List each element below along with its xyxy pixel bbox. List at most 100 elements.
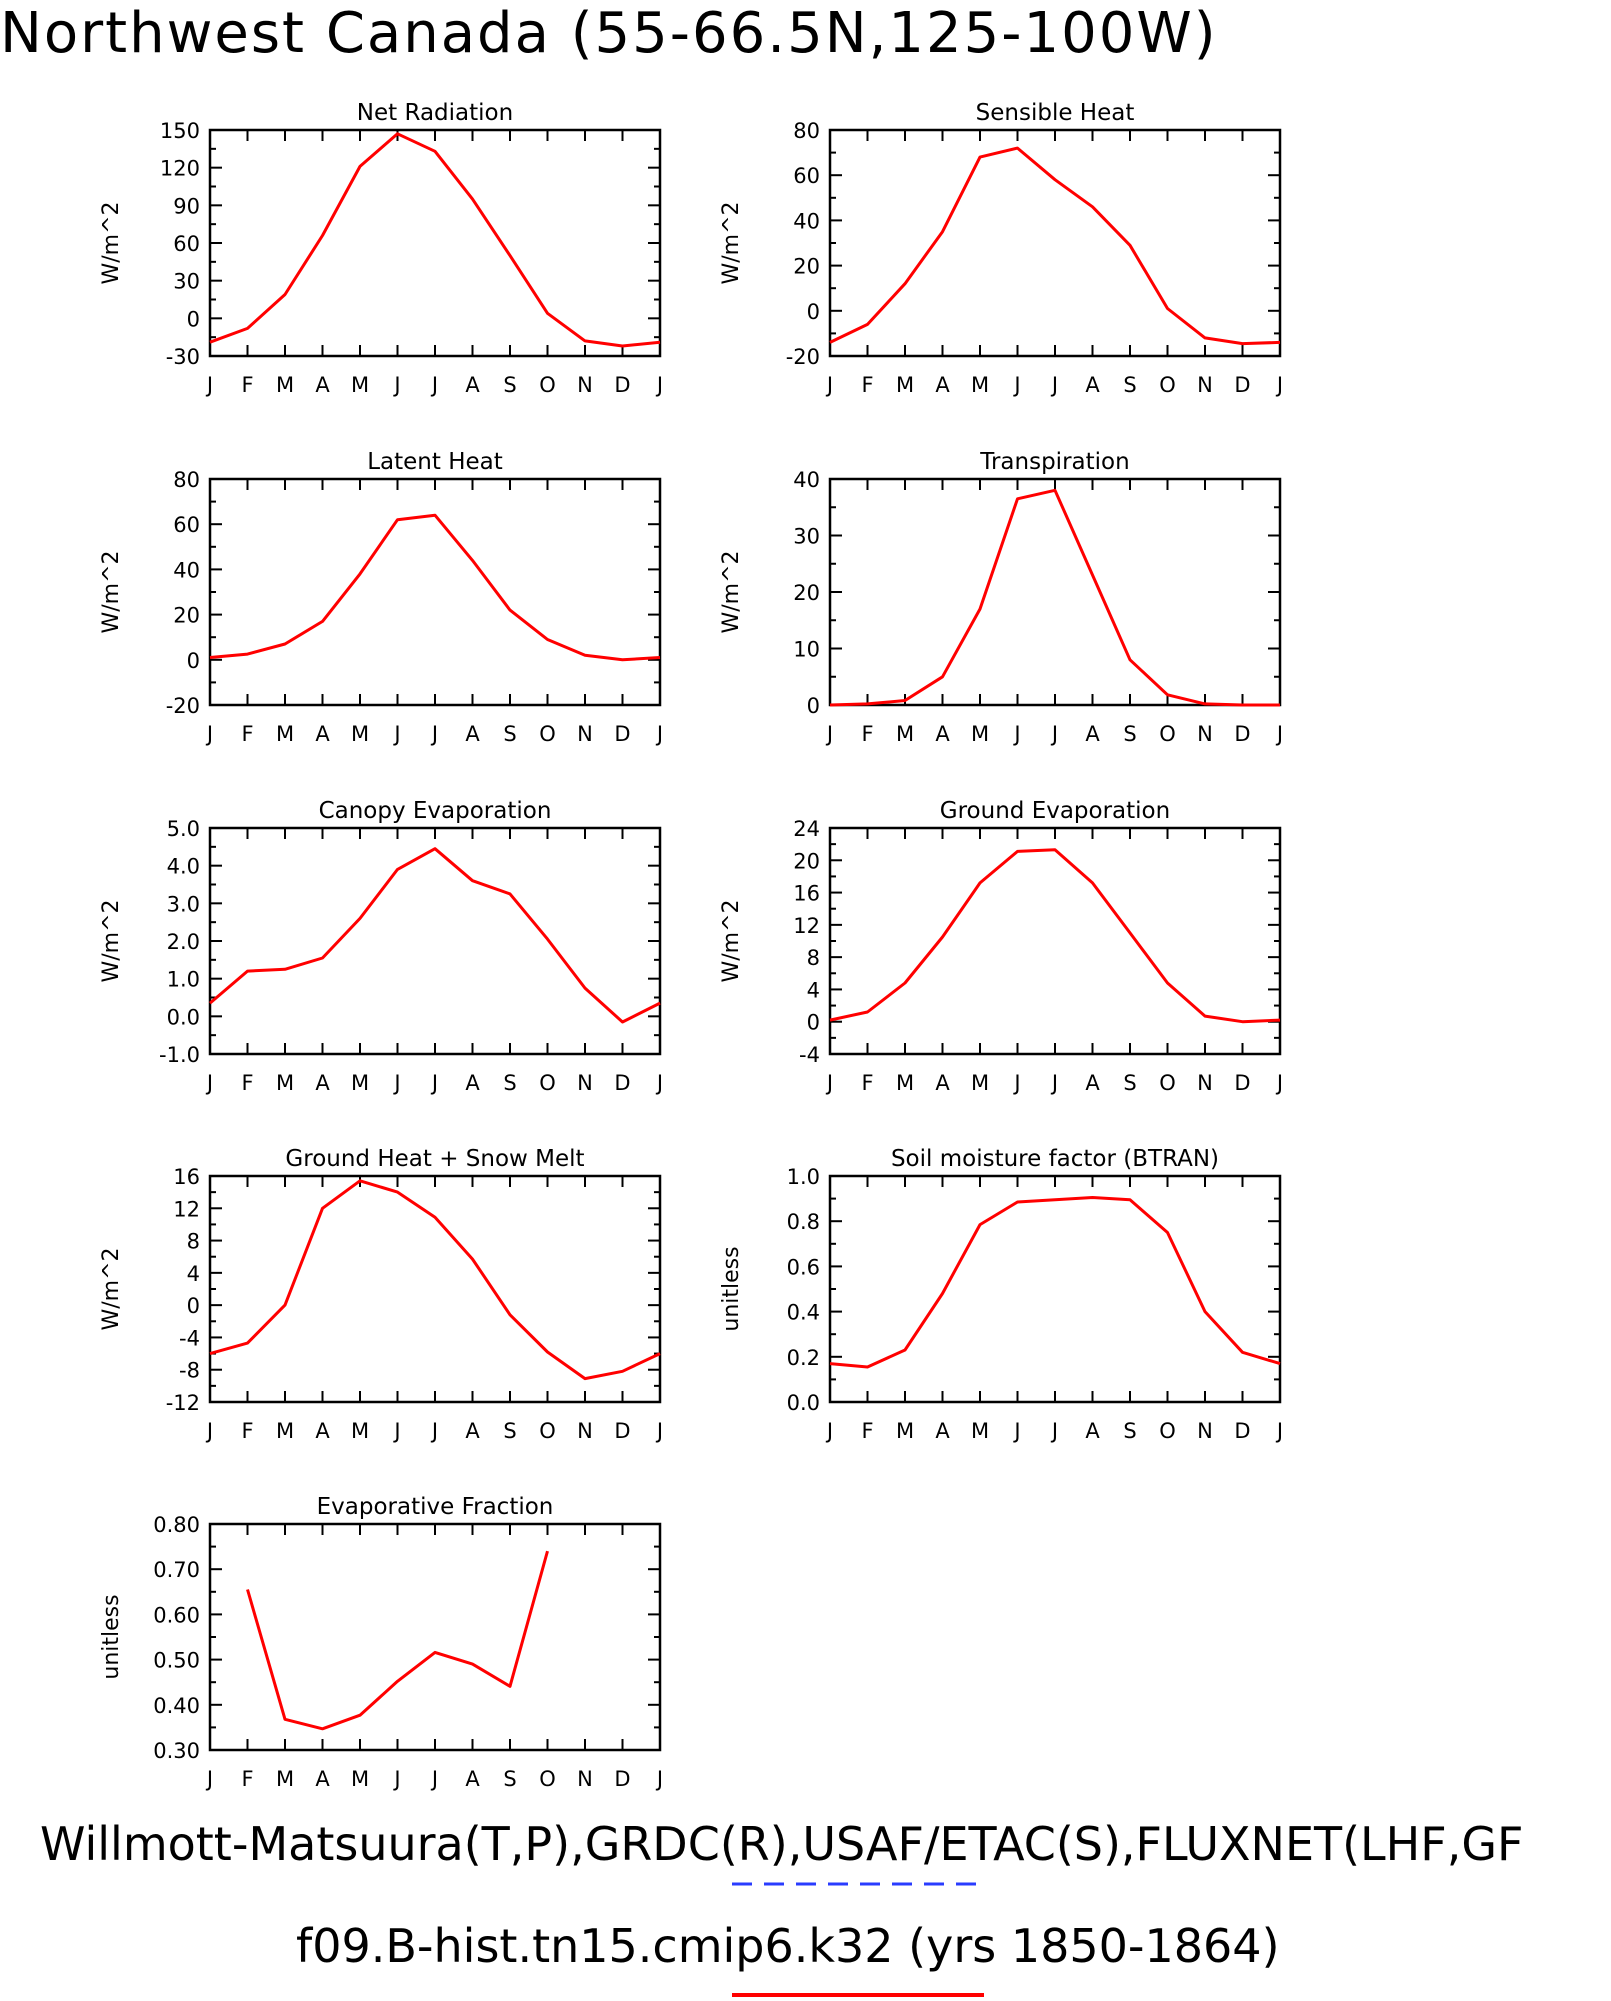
y-tick-label: -4: [799, 1043, 820, 1067]
y-tick-label: -30: [166, 345, 200, 369]
x-tick-label: O: [539, 1419, 556, 1443]
x-tick-label: S: [503, 1767, 516, 1791]
x-tick-label: S: [1123, 722, 1136, 746]
y-tick-label: 60: [173, 513, 200, 537]
x-tick-label: M: [351, 1071, 369, 1095]
series-line: [829, 488, 1280, 707]
y-tick-label: 0: [187, 649, 200, 673]
plot-frame: [208, 477, 662, 707]
x-tick-label: J: [205, 1767, 213, 1791]
x-tick-label: J: [655, 1767, 663, 1791]
x-tick-label: O: [1159, 722, 1176, 746]
y-tick-label: 4: [807, 978, 820, 1002]
x-tick-label: O: [1159, 1419, 1176, 1443]
y-tick-label: 150: [160, 119, 200, 143]
x-tick-label: J: [825, 722, 833, 746]
x-tick-label: J: [1012, 722, 1020, 746]
y-tick-label: 0: [187, 1294, 200, 1318]
y-tick-label: 60: [173, 232, 200, 256]
panel-title: Transpiration: [979, 449, 1129, 475]
x-tick-label: A: [315, 1419, 330, 1443]
x-tick-label: D: [614, 722, 630, 746]
y-tick-label: 16: [793, 882, 820, 906]
x-tick-label: A: [1085, 1419, 1100, 1443]
x-tick-label: J: [430, 373, 438, 397]
x-tick-label: S: [503, 1071, 516, 1095]
x-tick-label: N: [577, 722, 593, 746]
panel-title: Sensible Heat: [976, 100, 1135, 126]
series-line: [829, 848, 1281, 1024]
y-tick-label: 4.0: [167, 855, 200, 879]
x-tick-label: J: [825, 1419, 833, 1443]
y-tick-label: 0: [807, 1011, 820, 1035]
x-tick-label: F: [241, 722, 253, 746]
x-tick-label: J: [430, 1767, 438, 1791]
x-tick-label: J: [392, 1419, 400, 1443]
y-axis-label: unitless: [99, 1594, 124, 1679]
panel-title: Soil moisture factor (BTRAN): [891, 1146, 1219, 1172]
series-line: [209, 132, 661, 348]
x-tick-label: N: [1197, 373, 1213, 397]
x-tick-label: A: [315, 1071, 330, 1095]
y-tick-label: 40: [793, 209, 820, 233]
x-tick-label: S: [1123, 1419, 1136, 1443]
plot-frame: [208, 1522, 662, 1752]
x-tick-label: O: [1159, 373, 1176, 397]
plot-frame: [828, 477, 1282, 707]
x-tick-label: A: [935, 1071, 950, 1095]
x-tick-label: N: [577, 1071, 593, 1095]
x-tick-label: M: [896, 722, 914, 746]
y-tick-label: 0.70: [153, 1558, 200, 1582]
x-tick-label: A: [465, 1767, 480, 1791]
panel-title: Net Radiation: [357, 100, 513, 126]
y-tick-label: 30: [793, 525, 820, 549]
footer-line-2: f09.B-hist.tn15.cmip6.k32 (yrs 1850-1864…: [296, 1919, 1280, 1973]
x-tick-label: J: [205, 722, 213, 746]
y-tick-label: 0: [187, 307, 200, 331]
y-tick-label: 20: [793, 581, 820, 605]
x-tick-label: M: [971, 722, 989, 746]
y-axis-label: W/m^2: [719, 201, 744, 284]
y-tick-label: 0.0: [787, 1391, 820, 1415]
x-tick-label: J: [1275, 1419, 1283, 1443]
x-tick-label: S: [503, 1419, 516, 1443]
y-tick-label: 40: [793, 468, 820, 492]
x-tick-label: J: [655, 722, 663, 746]
x-tick-label: S: [503, 373, 516, 397]
panel-title: Canopy Evaporation: [319, 798, 552, 824]
x-tick-label: J: [205, 373, 213, 397]
x-tick-label: A: [315, 373, 330, 397]
y-tick-label: 80: [793, 119, 820, 143]
x-tick-label: M: [971, 1071, 989, 1095]
x-tick-label: N: [577, 373, 593, 397]
x-tick-label: M: [971, 1419, 989, 1443]
plot-frame: [828, 1174, 1282, 1404]
y-axis-label: W/m^2: [719, 899, 744, 982]
y-tick-label: 16: [173, 1165, 200, 1189]
y-tick-label: 0: [807, 300, 820, 324]
x-tick-label: F: [241, 1767, 253, 1791]
y-tick-label: 0.4: [787, 1301, 820, 1325]
y-axis-label: W/m^2: [99, 899, 124, 982]
y-tick-label: 1.0: [787, 1165, 820, 1189]
y-tick-label: 90: [173, 194, 200, 218]
x-tick-label: N: [577, 1767, 593, 1791]
series-line: [829, 1196, 1281, 1369]
x-tick-label: A: [315, 722, 330, 746]
x-tick-label: J: [655, 1419, 663, 1443]
x-tick-label: A: [1085, 373, 1100, 397]
y-tick-label: 1.0: [167, 968, 200, 992]
y-tick-label: 4: [187, 1262, 200, 1286]
y-tick-label: 12: [173, 1197, 200, 1221]
x-tick-label: J: [1275, 722, 1283, 746]
x-tick-label: M: [351, 1767, 369, 1791]
x-tick-label: J: [392, 1071, 400, 1095]
x-tick-label: J: [392, 1767, 400, 1791]
x-tick-label: D: [614, 1767, 630, 1791]
